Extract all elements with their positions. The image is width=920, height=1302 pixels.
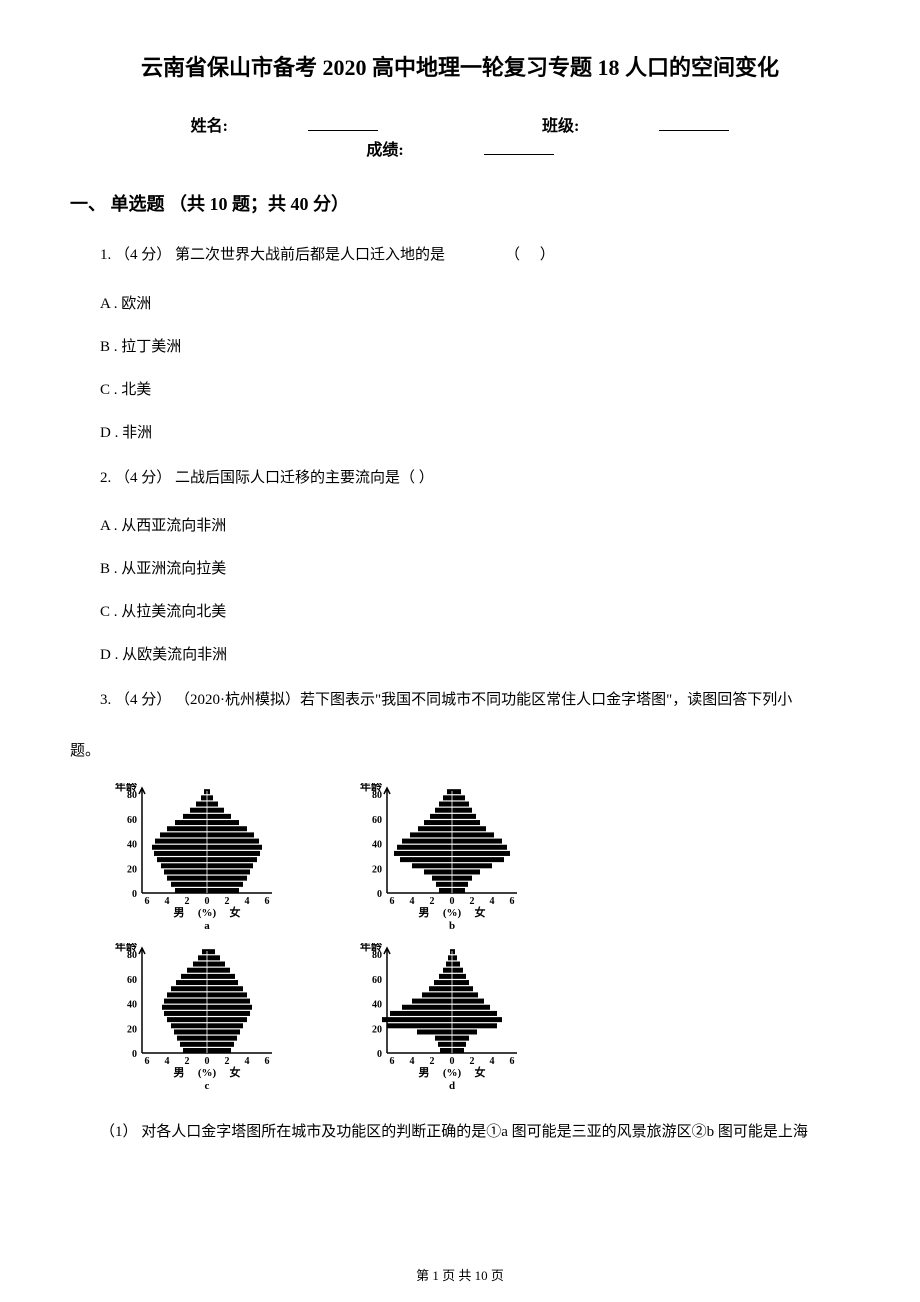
page-footer: 第 1 页 共 10 页 <box>0 1265 920 1284</box>
score-blank <box>484 141 554 155</box>
pyramid-c: 年龄0204060806420246男(%)女c <box>110 943 285 1093</box>
svg-text:4: 4 <box>410 1056 415 1067</box>
svg-text:2: 2 <box>225 1056 230 1067</box>
svg-text:60: 60 <box>127 975 137 986</box>
svg-text:a: a <box>204 920 210 932</box>
svg-text:40: 40 <box>127 1000 137 1011</box>
svg-text:4: 4 <box>165 896 170 907</box>
svg-text:d: d <box>449 1080 455 1092</box>
svg-text:0: 0 <box>132 1049 137 1060</box>
pyramids-container: 年龄0204060806420246男(%)女a 年龄0204060806420… <box>110 783 850 1093</box>
svg-text:(%): (%) <box>198 907 217 919</box>
svg-text:0: 0 <box>377 889 382 900</box>
svg-text:6: 6 <box>265 896 270 907</box>
svg-text:(%): (%) <box>443 1067 462 1079</box>
svg-text:4: 4 <box>165 1056 170 1067</box>
pyramid-d: 年龄0204060806420246男(%)女d <box>355 943 530 1093</box>
svg-text:60: 60 <box>372 815 382 826</box>
svg-text:男: 男 <box>419 1066 430 1079</box>
q2-optA: A . 从西亚流向非洲 <box>100 514 850 535</box>
form-row: 姓名: 班级: 成绩: <box>70 112 850 160</box>
svg-text:20: 20 <box>372 1024 382 1035</box>
score-label: 成绩: <box>366 142 403 159</box>
q1-optC: C . 北美 <box>100 378 850 399</box>
q1-stem: 1. （4 分） 第二次世界大战前后都是人口迁入地的是 （ ） <box>100 241 850 270</box>
svg-text:20: 20 <box>127 864 137 875</box>
svg-text:20: 20 <box>372 864 382 875</box>
svg-text:4: 4 <box>490 1056 495 1067</box>
q1-optA: A . 欧洲 <box>100 292 850 313</box>
svg-text:6: 6 <box>510 1056 515 1067</box>
svg-text:0: 0 <box>450 896 455 907</box>
q2-optD: D . 从欧美流向非洲 <box>100 643 850 664</box>
svg-text:2: 2 <box>470 1056 475 1067</box>
svg-text:40: 40 <box>372 840 382 851</box>
q1-optB: B . 拉丁美洲 <box>100 335 850 356</box>
svg-text:0: 0 <box>132 889 137 900</box>
svg-text:4: 4 <box>490 896 495 907</box>
svg-text:40: 40 <box>372 1000 382 1011</box>
svg-text:2: 2 <box>185 1056 190 1067</box>
q1-paren: （ ） <box>505 241 563 270</box>
q3-sub1: （1） 对各人口金字塔图所在城市及功能区的判断正确的是①a 图可能是三亚的风景旅… <box>100 1118 850 1147</box>
svg-text:2: 2 <box>185 896 190 907</box>
svg-text:6: 6 <box>390 1056 395 1067</box>
svg-text:2: 2 <box>470 896 475 907</box>
svg-text:0: 0 <box>450 1056 455 1067</box>
q2-optC: C . 从拉美流向北美 <box>100 600 850 621</box>
svg-text:4: 4 <box>410 896 415 907</box>
svg-text:80: 80 <box>127 790 137 801</box>
pyramid-b: 年龄0204060806420246男(%)女b <box>355 783 530 933</box>
q1-stem-text: 1. （4 分） 第二次世界大战前后都是人口迁入地的是 <box>100 247 445 263</box>
svg-text:80: 80 <box>372 790 382 801</box>
svg-text:0: 0 <box>205 896 210 907</box>
svg-text:60: 60 <box>372 975 382 986</box>
svg-text:女: 女 <box>230 905 241 919</box>
document-title: 云南省保山市备考 2020 高中地理一轮复习专题 18 人口的空间变化 <box>70 50 850 82</box>
svg-text:女: 女 <box>475 1065 486 1079</box>
pyramid-a: 年龄0204060806420246男(%)女a <box>110 783 285 933</box>
svg-text:男: 男 <box>174 906 185 919</box>
svg-text:80: 80 <box>372 950 382 961</box>
q2-stem: 2. （4 分） 二战后国际人口迁移的主要流向是（ ） <box>100 464 850 493</box>
name-blank <box>308 117 378 131</box>
svg-text:6: 6 <box>145 896 150 907</box>
class-blank <box>659 117 729 131</box>
svg-text:6: 6 <box>145 1056 150 1067</box>
svg-text:6: 6 <box>510 896 515 907</box>
class-label: 班级: <box>542 118 579 135</box>
svg-text:0: 0 <box>377 1049 382 1060</box>
q2-optB: B . 从亚洲流向拉美 <box>100 557 850 578</box>
svg-text:6: 6 <box>390 896 395 907</box>
svg-text:20: 20 <box>127 1024 137 1035</box>
q3-stem-line1: 3. （4 分） （2020·杭州模拟）若下图表示"我国不同城市不同功能区常住人… <box>100 686 850 715</box>
svg-text:女: 女 <box>475 905 486 919</box>
svg-text:2: 2 <box>430 1056 435 1067</box>
svg-text:2: 2 <box>430 896 435 907</box>
q3-stem-line2: 题。 <box>70 737 850 766</box>
name-label: 姓名: <box>191 118 228 135</box>
svg-text:40: 40 <box>127 840 137 851</box>
q1-optD: D . 非洲 <box>100 421 850 442</box>
svg-text:80: 80 <box>127 950 137 961</box>
svg-text:男: 男 <box>419 906 430 919</box>
section-header: 一、 单选题 （共 10 题；共 40 分） <box>70 190 850 216</box>
svg-text:男: 男 <box>174 1066 185 1079</box>
svg-text:(%): (%) <box>198 1067 217 1079</box>
svg-text:6: 6 <box>265 1056 270 1067</box>
svg-text:b: b <box>449 920 455 932</box>
svg-text:4: 4 <box>245 896 250 907</box>
svg-text:4: 4 <box>245 1056 250 1067</box>
svg-text:2: 2 <box>225 896 230 907</box>
svg-text:女: 女 <box>230 1065 241 1079</box>
svg-text:c: c <box>205 1080 210 1092</box>
svg-text:(%): (%) <box>443 907 462 919</box>
svg-text:60: 60 <box>127 815 137 826</box>
svg-text:0: 0 <box>205 1056 210 1067</box>
